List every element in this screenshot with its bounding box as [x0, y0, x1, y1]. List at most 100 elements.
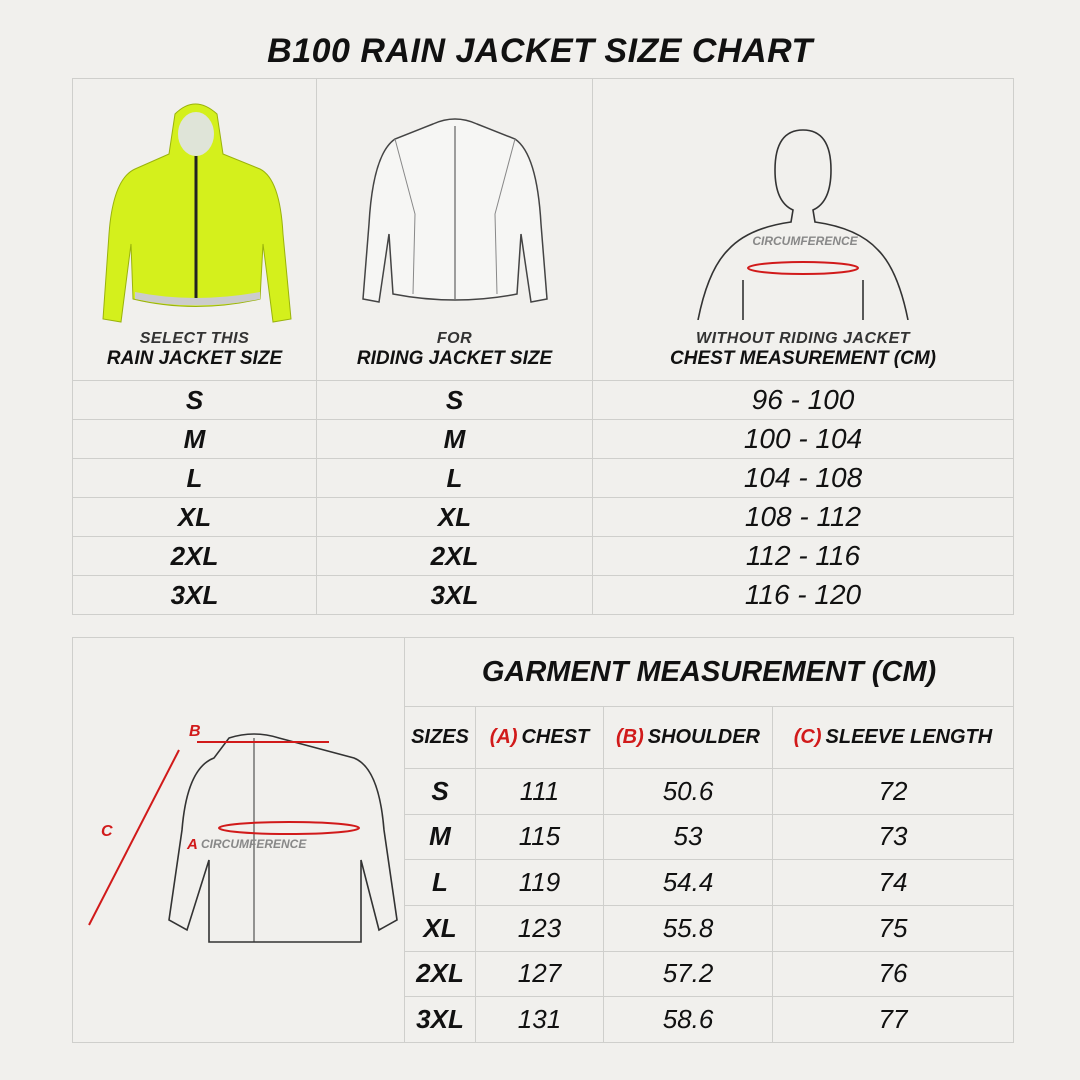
measure-value: S: [431, 775, 449, 806]
size-value: 96 - 100: [751, 384, 855, 415]
measure-value: 2XL: [416, 958, 464, 989]
size-cell: L: [316, 458, 593, 498]
size-value: 108 - 112: [744, 501, 862, 532]
measure-cell: 75: [772, 905, 1014, 952]
column-header: (A) CHEST: [475, 706, 604, 769]
measure-cell: 72: [772, 768, 1014, 815]
measure-value: 73: [878, 821, 908, 852]
measure-cell: 73: [772, 813, 1014, 861]
size-cell: 112 - 116: [592, 536, 1014, 576]
measure-cell: 77: [772, 996, 1014, 1043]
size-value: 2XL: [430, 540, 479, 571]
riding-jacket-image: [361, 118, 548, 303]
measure-cell: 76: [772, 950, 1014, 998]
size-value: M: [183, 423, 206, 454]
size-cell: 104 - 108: [592, 458, 1014, 498]
column-label: CHEST: [521, 726, 590, 748]
size-cell: L: [72, 458, 317, 498]
circumference-label: CIRCUMFERENCE: [201, 837, 307, 851]
measure-cell: 74: [772, 859, 1014, 906]
label-a: A: [186, 836, 198, 853]
size-value: 100 - 104: [743, 423, 863, 454]
size-value: 112 - 116: [745, 540, 861, 571]
measure-value: M: [429, 821, 451, 852]
measure-cell: S: [404, 768, 476, 815]
measure-cell: 119: [475, 859, 604, 906]
measure-cell: XL: [404, 905, 476, 952]
size-value: S: [185, 384, 204, 415]
chest-label: CIRCUMFERENCE: [752, 234, 858, 248]
size-cell: XL: [316, 497, 593, 537]
body-image: CIRCUMFERENCE: [697, 129, 909, 320]
header-heading: CHEST MEASUREMENT (CM): [670, 348, 936, 369]
measure-value: 50.6: [662, 775, 714, 806]
measure-value: 55.8: [662, 912, 714, 943]
diagram-cell: B C A CIRCUMFERENCE: [72, 637, 405, 1043]
label-b: B: [189, 723, 201, 740]
header-heading: RIDING JACKET SIZE: [356, 348, 553, 369]
measure-value: 123: [517, 912, 562, 943]
column-header: (B) SHOULDER: [603, 706, 773, 769]
measure-value: 77: [878, 1004, 908, 1035]
measure-value: 111: [519, 775, 560, 806]
size-cell: M: [316, 419, 593, 459]
header-cell: CIRCUMFERENCE WITHOUT RIDING JACKET CHES…: [592, 78, 1014, 381]
measure-cell: 53: [603, 813, 773, 861]
measure-value: XL: [423, 912, 457, 943]
measure-cell: 2XL: [404, 950, 476, 998]
measure-cell: 127: [475, 950, 604, 998]
measure-cell: 115: [475, 813, 604, 861]
size-value: S: [445, 384, 464, 415]
size-cell: 2XL: [72, 536, 317, 576]
size-cell: 96 - 100: [592, 380, 1014, 420]
size-cell: 3XL: [316, 575, 593, 615]
size-cell: 100 - 104: [592, 419, 1014, 459]
measure-value: L: [432, 867, 448, 898]
size-value: 104 - 108: [743, 462, 863, 493]
measure-cell: 57.2: [603, 950, 773, 998]
garment-diagram: B C A CIRCUMFERENCE: [87, 723, 398, 943]
measure-value: 115: [518, 821, 561, 852]
measure-value: 57.2: [662, 958, 714, 989]
column-code: (C): [793, 726, 822, 748]
measure-value: 74: [878, 867, 908, 898]
measure-cell: 50.6: [603, 768, 773, 815]
column-label: SLEEVE LENGTH: [825, 726, 993, 748]
measure-value: 54.4: [662, 867, 714, 898]
column-label: SIZES: [411, 726, 469, 748]
measure-value: 72: [878, 775, 908, 806]
measure-cell: 54.4: [603, 859, 773, 906]
measure-value: 3XL: [416, 1004, 464, 1035]
size-value: 2XL: [170, 540, 219, 571]
column-header: (C) SLEEVE LENGTH: [772, 706, 1014, 769]
size-cell: S: [72, 380, 317, 420]
measure-value: 76: [878, 958, 908, 989]
rain-jacket-image: [101, 103, 292, 323]
size-cell: M: [72, 419, 317, 459]
size-value: M: [443, 423, 466, 454]
size-cell: 108 - 112: [592, 497, 1014, 537]
measure-value: 58.6: [662, 1004, 714, 1035]
header-heading: RAIN JACKET SIZE: [106, 348, 283, 369]
measure-cell: 123: [475, 905, 604, 952]
column-code: (A): [489, 726, 518, 748]
label-c: C: [101, 823, 113, 840]
measure-value: 127: [517, 958, 562, 989]
header-caption: FOR: [436, 330, 473, 347]
column-label: SHOULDER: [647, 726, 760, 748]
measure-cell: 131: [475, 996, 604, 1043]
size-value: XL: [437, 501, 472, 532]
measure-value: 119: [518, 867, 561, 898]
garment-title: GARMENT MEASUREMENT (CM): [404, 637, 1014, 707]
size-value: 116 - 120: [744, 579, 862, 610]
column-code: (B): [616, 726, 644, 748]
size-cell: XL: [72, 497, 317, 537]
page-title: B100 RAIN JACKET SIZE CHART: [267, 32, 813, 70]
header-cell: SELECT THIS RAIN JACKET SIZE: [72, 78, 317, 381]
size-cell: S: [316, 380, 593, 420]
size-cell: 116 - 120: [592, 575, 1014, 615]
size-cell: 3XL: [72, 575, 317, 615]
size-value: 3XL: [430, 579, 479, 610]
header-cell: FOR RIDING JACKET SIZE: [316, 78, 593, 381]
